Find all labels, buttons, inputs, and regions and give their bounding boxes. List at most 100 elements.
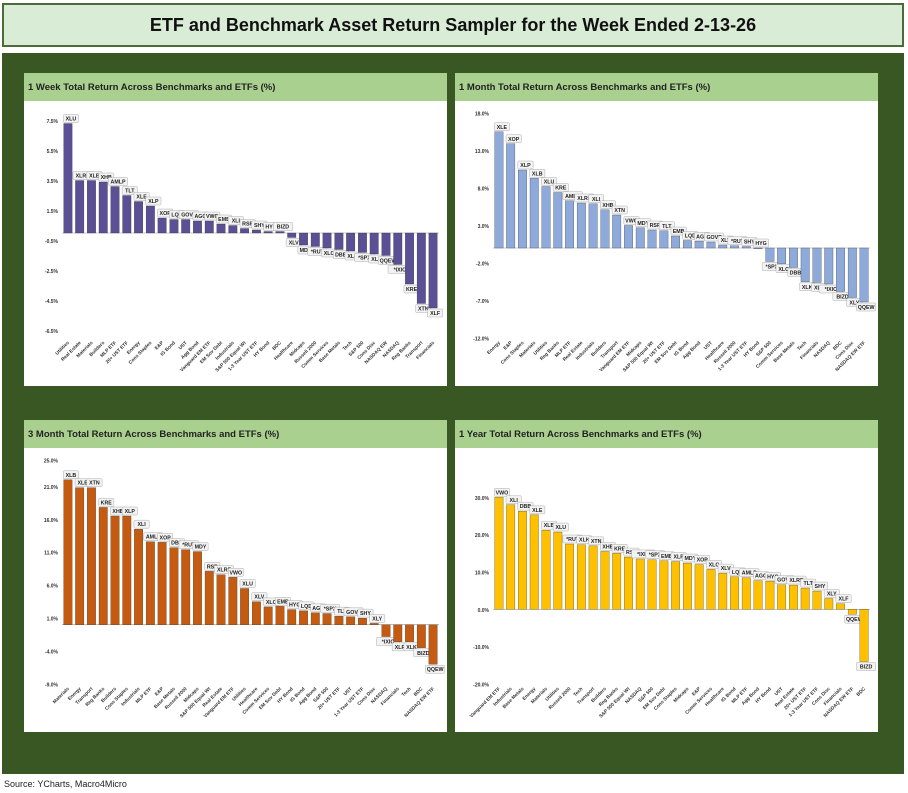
data-label: BIZD [860, 665, 873, 671]
bar [98, 507, 108, 625]
y-tick-label: 18.0% [475, 112, 490, 118]
category-label: E&P [691, 686, 703, 698]
data-label: XLB [532, 171, 543, 177]
category-label: Tech [342, 340, 354, 352]
bar [358, 617, 367, 625]
data-label: BIZD [836, 295, 849, 301]
data-label: EMB [218, 217, 230, 223]
data-label: TLT [337, 609, 347, 615]
data-label: XHB [602, 203, 613, 209]
data-label: XLE [532, 508, 543, 514]
bar [529, 178, 539, 249]
bar [836, 247, 845, 292]
bar [600, 209, 610, 249]
bar [789, 584, 798, 610]
bar [800, 247, 810, 282]
data-label-box [415, 304, 432, 313]
bar [671, 235, 681, 249]
data-label: TLT [804, 581, 814, 587]
bar [87, 180, 96, 234]
y-tick-label: 20.0% [475, 533, 490, 539]
bar [741, 246, 751, 249]
bar [718, 572, 728, 610]
data-label-box [517, 160, 534, 170]
bar [251, 601, 261, 625]
y-tick-label: 3.5% [47, 179, 59, 185]
data-label: XTN [614, 208, 625, 214]
data-label: VWO [230, 570, 243, 576]
y-tick-label: 3.0% [478, 224, 490, 230]
bar [157, 217, 167, 234]
y-tick-label: 8.0% [478, 187, 490, 193]
bar [204, 220, 214, 234]
data-label: MDY [195, 545, 207, 551]
data-label: XLV [721, 566, 731, 572]
bar [671, 561, 681, 610]
y-tick-label: 30.0% [475, 496, 490, 502]
data-label-box [753, 238, 769, 248]
chart-board: 1 Week Total Return Across Benchmarks an… [2, 53, 904, 774]
data-label-box [823, 589, 840, 598]
data-label-box [239, 579, 256, 588]
bar [659, 230, 669, 249]
bar [541, 530, 551, 610]
data-label: AMLP [565, 194, 580, 200]
data-label: MDY [300, 248, 312, 254]
data-label: XTN [591, 539, 602, 545]
data-label-box [812, 581, 828, 591]
bar [730, 245, 739, 249]
y-tick-label: -20.0% [473, 683, 489, 689]
bar [193, 220, 202, 234]
data-label: SHY [254, 223, 265, 229]
category-label: UST [178, 340, 189, 351]
data-label-box [227, 568, 244, 577]
data-label: XLC [266, 600, 277, 606]
bar [576, 202, 586, 249]
data-label: RSP [242, 222, 253, 228]
data-label: XOP [160, 211, 172, 217]
data-label: XTN [418, 307, 429, 313]
data-label-box [273, 222, 293, 231]
bar [635, 558, 645, 610]
bar [63, 123, 73, 234]
y-tick-label: 7.5% [47, 119, 59, 125]
chart-1-week: -6.5% -4.5% -2.5% -0.5% 1.5% 3.5% 5.5% 7.5% XLU U… [45, 114, 443, 373]
bar [334, 615, 344, 625]
y-tick-label: 0.0% [478, 608, 490, 614]
category-label: BDC [271, 340, 283, 352]
chart-3-month: -9.0% -4.0% 1.0% 6.0% 11.0% 16.0% 21.0% 25.0% XL… [44, 459, 446, 719]
bar [87, 487, 96, 625]
chart-panel-3-month: 3 Month Total Return Across Benchmarks a… [24, 420, 447, 732]
category-label: E&P [154, 340, 166, 352]
bar [494, 497, 504, 610]
bar [416, 624, 426, 648]
bar [263, 606, 273, 625]
bar [682, 562, 692, 610]
bar [694, 241, 704, 249]
bar [753, 580, 763, 610]
data-label-box [157, 533, 173, 542]
data-label: VWO [496, 490, 509, 496]
data-label: VWO [625, 219, 638, 225]
bar [576, 544, 586, 610]
bar [275, 231, 285, 234]
bar [310, 232, 320, 247]
data-label: *RUT [566, 537, 580, 543]
bar [588, 545, 598, 610]
data-label: *SPX [766, 265, 779, 271]
data-label-box [494, 122, 510, 131]
data-label-box [63, 114, 79, 123]
bar [358, 232, 367, 253]
bar [216, 223, 226, 234]
bar [624, 225, 633, 249]
bar [847, 247, 857, 298]
data-label: HYG [265, 225, 276, 231]
data-label-box [600, 200, 616, 209]
bar [647, 559, 657, 610]
bar [800, 587, 810, 610]
bar [765, 247, 775, 262]
category-label: UST [703, 340, 714, 351]
data-label: AMLP [742, 571, 757, 577]
bar [381, 232, 391, 256]
bar [812, 247, 822, 283]
